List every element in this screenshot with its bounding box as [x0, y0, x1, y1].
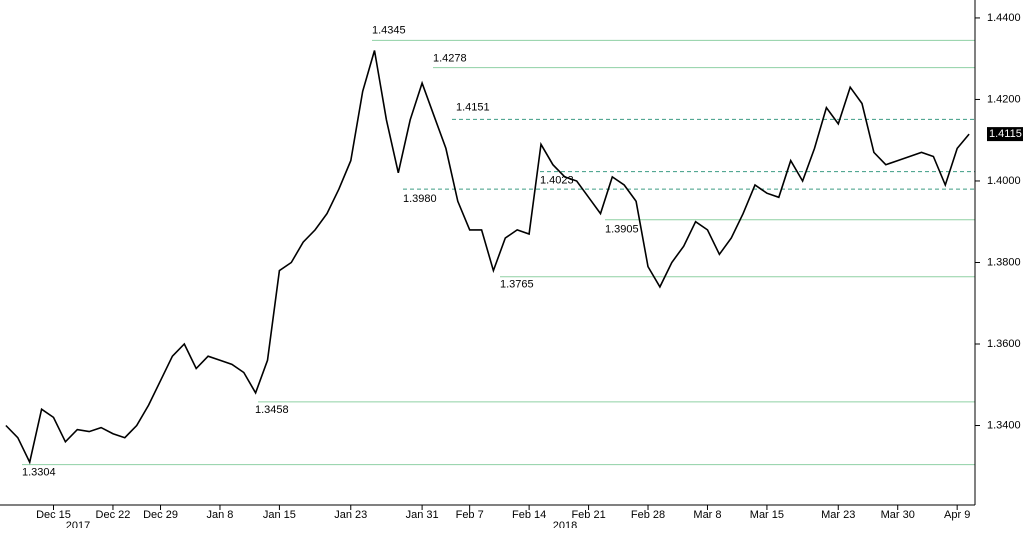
x-tick-label: Mar 15: [750, 509, 784, 521]
x-tick-label: Mar 23: [821, 509, 855, 521]
y-tick-label: 1.4200: [987, 93, 1021, 105]
y-tick-label: 1.4000: [987, 175, 1021, 187]
level-label: 1.3458: [255, 404, 289, 416]
x-tick-label: Jan 15: [263, 509, 296, 521]
year-label: 2017: [66, 520, 90, 528]
x-tick-label: Dec 22: [96, 509, 131, 521]
price-line: [5, 50, 970, 465]
last-price-box: [987, 127, 1023, 142]
year-label: 2018: [553, 520, 577, 528]
x-tick-label: Mar 30: [881, 509, 915, 521]
x-tick-label: Feb 28: [631, 509, 665, 521]
level-label: 1.3980: [403, 193, 437, 205]
x-tick-label: Dec 15: [36, 509, 71, 521]
y-tick-label: 1.4400: [987, 12, 1021, 24]
level-label: 1.3905: [605, 224, 639, 236]
x-tick-label: Jan 23: [334, 509, 367, 521]
y-tick-label: 1.3400: [987, 419, 1021, 431]
x-tick-label: Apr 9: [944, 509, 970, 521]
x-tick-label: Jan 8: [207, 509, 234, 521]
level-label: 1.3765: [500, 279, 534, 291]
x-tick-label: Feb 14: [512, 509, 546, 521]
x-tick-label: Dec 29: [143, 509, 178, 521]
x-tick-label: Mar 8: [693, 509, 721, 521]
y-tick-label: 1.3600: [987, 338, 1021, 350]
level-label: 1.4345: [372, 24, 406, 36]
level-label: 1.4278: [433, 53, 467, 65]
level-label: 1.3304: [22, 467, 56, 479]
x-tick-label: Feb 21: [571, 509, 605, 521]
last-price-label: 1.4115: [989, 128, 1022, 140]
x-tick-label: Feb 7: [456, 509, 484, 521]
level-label: 1.4151: [456, 101, 490, 113]
x-tick-label: Jan 31: [406, 509, 439, 521]
level-label: 1.4023: [540, 175, 574, 187]
y-tick-label: 1.3800: [987, 256, 1021, 268]
